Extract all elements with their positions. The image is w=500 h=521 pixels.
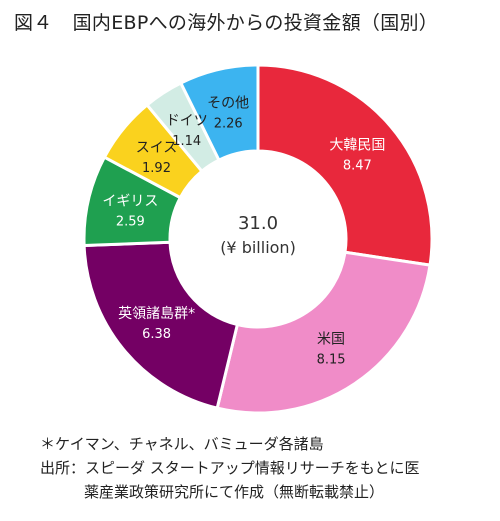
center-total: 31.0 — [238, 213, 278, 234]
slice-value-5: 1.14 — [172, 134, 201, 149]
chart-title: 図４ 国内EBPへの海外からの投資金額（国別） — [14, 8, 438, 35]
figure-number: 図４ — [14, 12, 53, 34]
slice-label-3: イギリス — [102, 194, 158, 210]
slice-label-1: 米国 — [317, 332, 345, 348]
slice-1 — [215, 250, 432, 415]
slice-value-4: 1.92 — [142, 161, 171, 176]
slice-value-3: 2.59 — [116, 215, 145, 230]
notes: ＊ケイマン、チャネル、バミューダ各諸島 出所：スピーダ スタートアップ情報リサー… — [40, 432, 419, 504]
slice-2 — [82, 240, 239, 410]
source-line-2: 薬産業政策研究所にて作成（無断転載禁止） — [84, 483, 385, 501]
slice-6 — [179, 63, 260, 162]
slice-value-1: 8.15 — [317, 353, 346, 368]
slice-label-6: その他 — [207, 95, 249, 111]
slice-0 — [256, 63, 434, 267]
donut-slices — [82, 63, 434, 415]
center-unit: (¥ billion) — [220, 238, 296, 257]
slice-value-2: 6.38 — [142, 327, 171, 342]
slice-label-4: スイス — [136, 140, 178, 156]
title-text: 国内EBPへの海外からの投資金額（国別） — [72, 12, 439, 34]
slice-label-2: 英領諸島群* — [118, 305, 195, 322]
slice-value-6: 2.26 — [214, 116, 243, 131]
source-line-1: 出所：スピーダ スタートアップ情報リサーチをもとに医 — [40, 459, 420, 477]
footnote: ＊ケイマン、チャネル、バミューダ各諸島 — [40, 435, 324, 453]
donut-chart: 大韓民国 8.47 米国 8.15 英領諸島群* 6.38 イギリス 2.59 スイス 1.92 ド… — [82, 63, 434, 415]
slice-label-5: ドイツ — [166, 113, 208, 129]
slice-labels: 大韓民国 8.47 米国 8.15 英領諸島群* 6.38 イギリス 2.59 スイス 1.92 ド… — [102, 95, 385, 367]
slice-label-0: 大韓民国 — [329, 138, 385, 154]
slice-value-0: 8.47 — [343, 159, 372, 174]
